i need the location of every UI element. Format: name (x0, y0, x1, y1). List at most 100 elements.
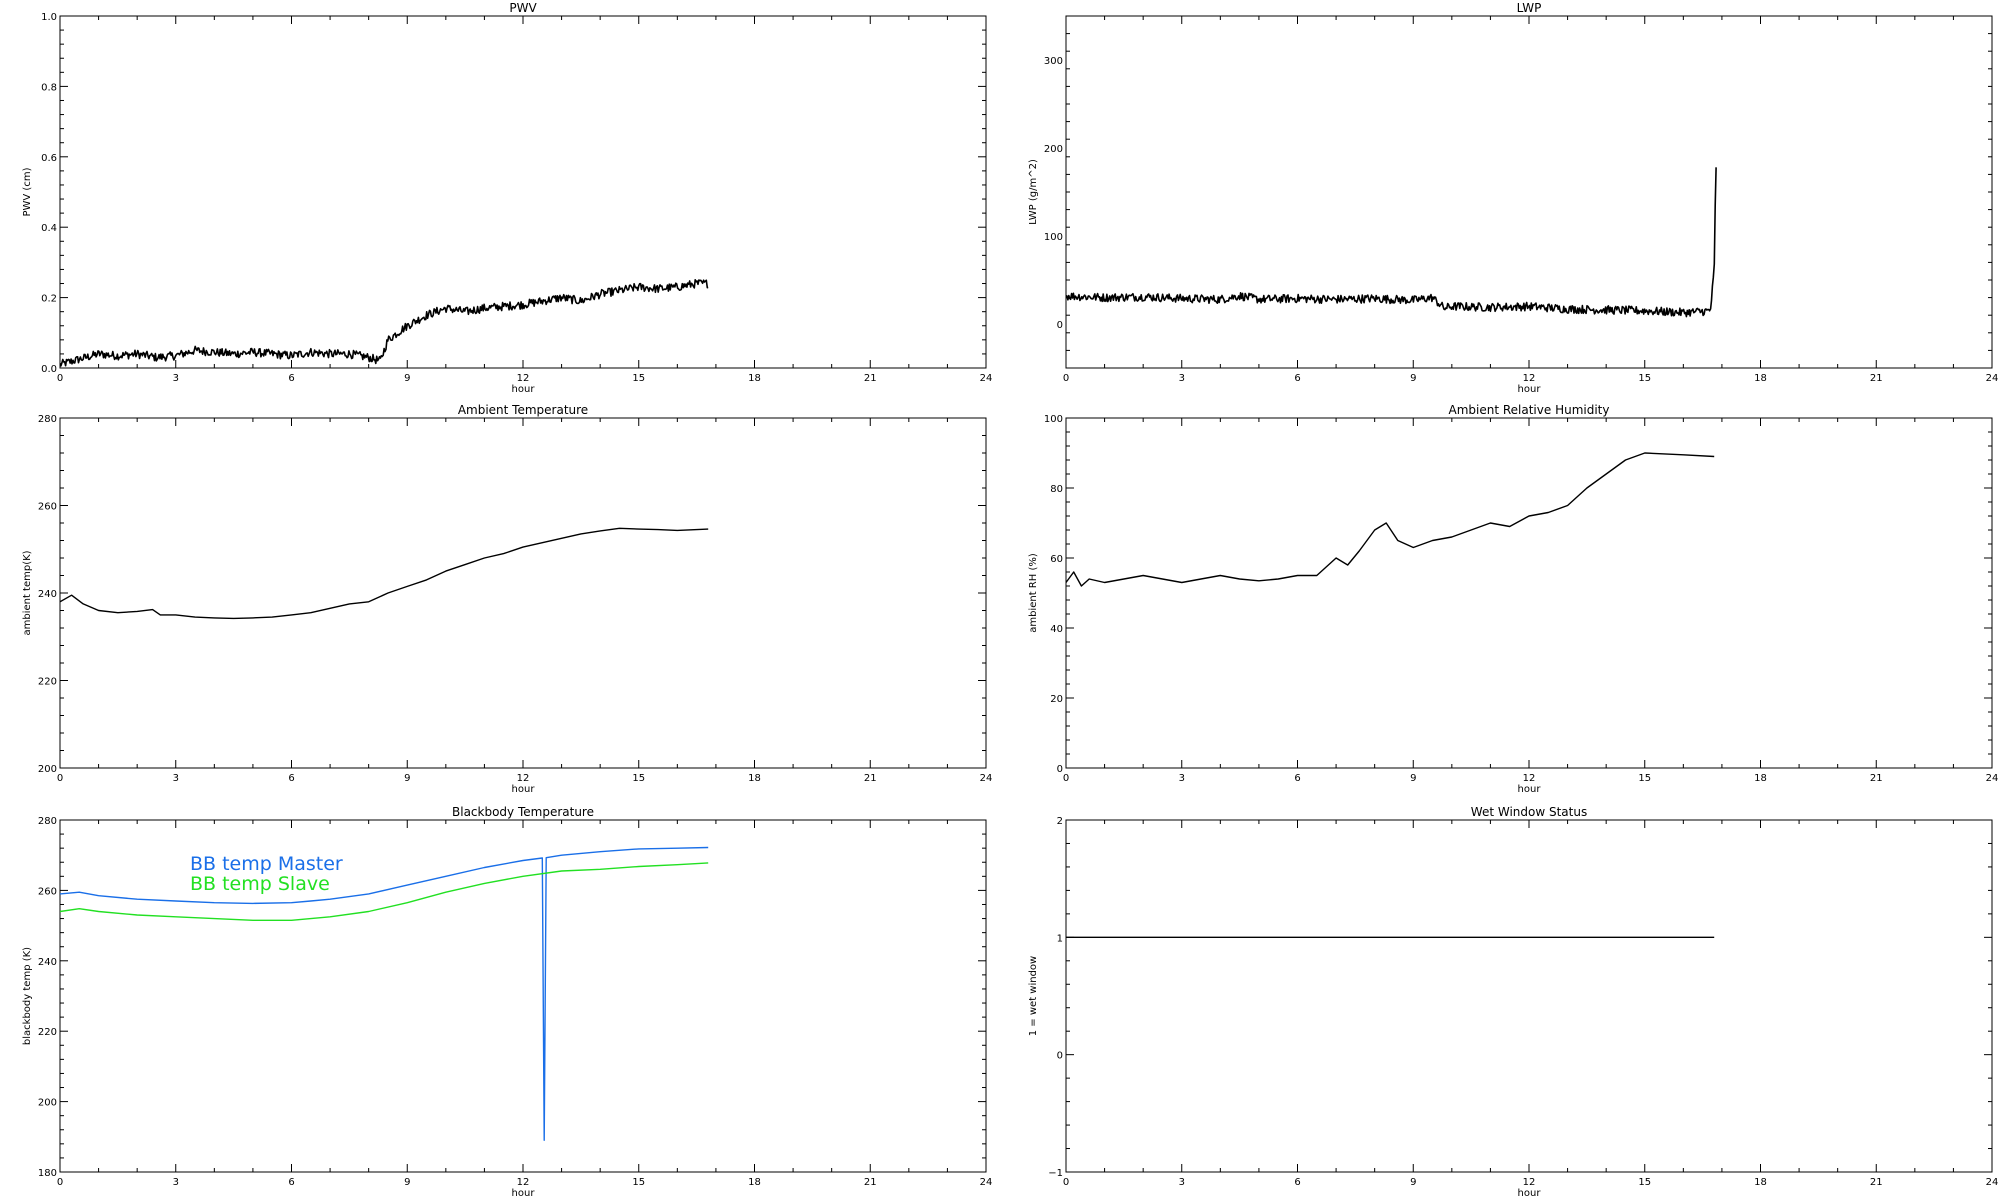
x-tick-label: 9 (404, 773, 410, 784)
x-axis-label: hour (512, 384, 536, 395)
y-tick-label: 280 (38, 816, 57, 827)
x-tick-label: 18 (748, 773, 761, 784)
y-tick-label: 200 (1044, 144, 1063, 155)
plot-frame (1065, 417, 1993, 769)
x-tick-label: 9 (1410, 373, 1416, 384)
x-tick-label: 18 (748, 373, 761, 384)
panel-title: Ambient Temperature (458, 403, 588, 417)
plot-frame (1065, 15, 1993, 369)
y-tick-label: 0 (1057, 1051, 1063, 1062)
x-tick-label: 0 (1063, 1177, 1069, 1188)
y-tick-label: 220 (38, 1027, 57, 1038)
legend-entry: BB temp Slave (190, 873, 330, 895)
plot-frame (59, 15, 987, 369)
x-axis-label: hour (512, 1188, 536, 1199)
x-tick-label: 24 (1986, 773, 1999, 784)
series-line-0 (1066, 452, 1715, 587)
y-tick-label: 260 (38, 886, 57, 897)
x-tick-label: 3 (1179, 1177, 1185, 1188)
y-tick-label: −1 (1048, 1168, 1063, 1179)
panel-1: LWP 0 3 6 9 12 15 18 21 24 hour 0 100 200 300 LWP (g/m^… (1028, 1, 1998, 395)
x-tick-label: 18 (748, 1177, 761, 1188)
panel-2: Ambient Temperature 0 3 6 9 12 15 18 21 24 hour 200… (22, 403, 992, 795)
x-axis-label: hour (1518, 784, 1542, 795)
x-tick-label: 9 (404, 1177, 410, 1188)
series-line-0 (60, 278, 709, 367)
x-tick-label: 6 (288, 773, 294, 784)
y-axis-label: LWP (g/m^2) (1028, 159, 1039, 225)
panel-3: Ambient Relative Humidity 0 3 6 9 12 15 18 21 24 h… (1028, 403, 1998, 795)
x-tick-label: 12 (1523, 1177, 1536, 1188)
x-axis-label: hour (512, 784, 536, 795)
x-tick-label: 12 (517, 773, 530, 784)
panel-0: PWV 0 3 6 9 12 15 18 21 24 hour 0.0 0.2 0.4 0.6 0.8 1.0 P… (22, 1, 992, 395)
x-tick-label: 3 (173, 773, 179, 784)
x-tick-label: 0 (57, 1177, 63, 1188)
y-tick-label: 260 (38, 502, 57, 513)
x-tick-label: 12 (1523, 773, 1536, 784)
x-tick-label: 12 (1523, 373, 1536, 384)
y-tick-label: 2 (1057, 816, 1063, 827)
series-line-0 (60, 846, 709, 1142)
y-tick-label: 60 (1050, 554, 1063, 565)
x-tick-label: 15 (632, 1177, 645, 1188)
x-tick-label: 0 (57, 373, 63, 384)
series-line-1 (60, 862, 709, 921)
legend-entry: BB temp Master (190, 853, 343, 875)
y-tick-label: 40 (1050, 624, 1063, 635)
y-axis-label: PWV (cm) (22, 167, 33, 216)
y-tick-label: 300 (1044, 56, 1063, 67)
x-tick-label: 24 (1986, 1177, 1999, 1188)
y-tick-label: 1.0 (41, 12, 57, 23)
x-tick-label: 6 (288, 1177, 294, 1188)
x-tick-label: 3 (1179, 773, 1185, 784)
x-tick-label: 3 (1179, 373, 1185, 384)
y-axis-label: ambient RH (%) (1028, 553, 1039, 633)
x-tick-label: 6 (1294, 773, 1300, 784)
y-tick-label: 0 (1057, 764, 1063, 775)
x-tick-label: 21 (1870, 1177, 1883, 1188)
y-axis-label: ambient temp(K) (22, 550, 33, 635)
x-tick-label: 18 (1754, 773, 1767, 784)
x-tick-label: 12 (517, 1177, 530, 1188)
x-tick-label: 21 (864, 373, 877, 384)
y-tick-label: 280 (38, 414, 57, 425)
x-tick-label: 18 (1754, 373, 1767, 384)
x-tick-label: 6 (1294, 1177, 1300, 1188)
x-tick-label: 12 (517, 373, 530, 384)
y-tick-label: 0.2 (41, 294, 57, 305)
panel-title: Wet Window Status (1471, 805, 1587, 819)
y-axis-label: blackbody temp (K) (22, 947, 33, 1045)
x-tick-label: 21 (1870, 373, 1883, 384)
y-tick-label: 0.8 (41, 82, 57, 93)
panel-title: Blackbody Temperature (452, 805, 594, 819)
series-line-0 (60, 527, 709, 620)
x-tick-label: 0 (57, 773, 63, 784)
x-tick-label: 0 (1063, 773, 1069, 784)
y-tick-label: 180 (38, 1168, 57, 1179)
y-tick-label: 0.4 (41, 223, 57, 234)
x-tick-label: 3 (173, 373, 179, 384)
y-tick-label: 200 (38, 764, 57, 775)
x-tick-label: 9 (1410, 1177, 1416, 1188)
x-tick-label: 9 (1410, 773, 1416, 784)
panel-title: Ambient Relative Humidity (1449, 403, 1610, 417)
x-tick-label: 15 (1638, 373, 1651, 384)
x-axis-label: hour (1518, 1188, 1542, 1199)
y-tick-label: 80 (1050, 484, 1063, 495)
x-axis-label: hour (1518, 384, 1542, 395)
panel-title: PWV (509, 1, 537, 15)
y-tick-label: 240 (38, 957, 57, 968)
y-tick-label: 200 (38, 1098, 57, 1109)
x-tick-label: 24 (980, 1177, 993, 1188)
x-tick-label: 15 (632, 773, 645, 784)
y-tick-label: 20 (1050, 694, 1063, 705)
x-tick-label: 24 (980, 373, 993, 384)
y-tick-label: 0.6 (41, 153, 57, 164)
x-tick-label: 15 (632, 373, 645, 384)
y-tick-label: 240 (38, 589, 57, 600)
x-tick-label: 24 (980, 773, 993, 784)
x-tick-label: 15 (1638, 1177, 1651, 1188)
plot-frame (59, 417, 987, 769)
